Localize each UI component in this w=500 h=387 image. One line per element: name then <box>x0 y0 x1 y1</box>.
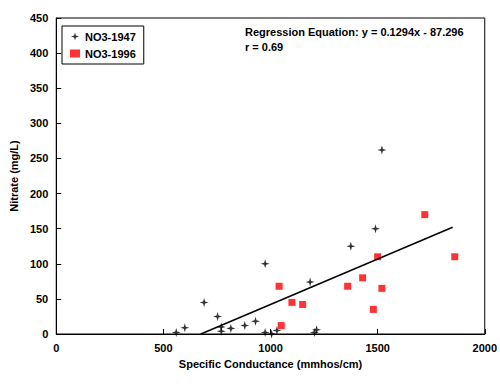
svg-text:Specific Conductance (mmhos/cm: Specific Conductance (mmhos/cm) <box>179 358 363 370</box>
svg-text:500: 500 <box>154 342 172 354</box>
svg-text:400: 400 <box>30 47 48 59</box>
svg-text:450: 450 <box>30 12 48 24</box>
svg-text:1500: 1500 <box>365 342 389 354</box>
svg-text:300: 300 <box>30 117 48 129</box>
svg-text:NO3-1947: NO3-1947 <box>85 31 136 43</box>
svg-text:250: 250 <box>30 152 48 164</box>
svg-text:r = 0.69: r = 0.69 <box>245 41 283 53</box>
svg-text:150: 150 <box>30 223 48 235</box>
svg-text:NO3-1996: NO3-1996 <box>85 48 136 60</box>
svg-text:350: 350 <box>30 82 48 94</box>
svg-text:100: 100 <box>30 258 48 270</box>
svg-text:0: 0 <box>42 328 48 340</box>
svg-text:Nitrate (mg/L): Nitrate (mg/L) <box>8 140 20 212</box>
svg-text:200: 200 <box>30 188 48 200</box>
svg-text:Regression Equation: y = 0.129: Regression Equation: y = 0.1294x - 87.29… <box>245 26 464 38</box>
svg-text:2000: 2000 <box>473 342 497 354</box>
svg-text:0: 0 <box>53 342 59 354</box>
svg-text:50: 50 <box>36 293 48 305</box>
svg-text:1000: 1000 <box>258 342 282 354</box>
